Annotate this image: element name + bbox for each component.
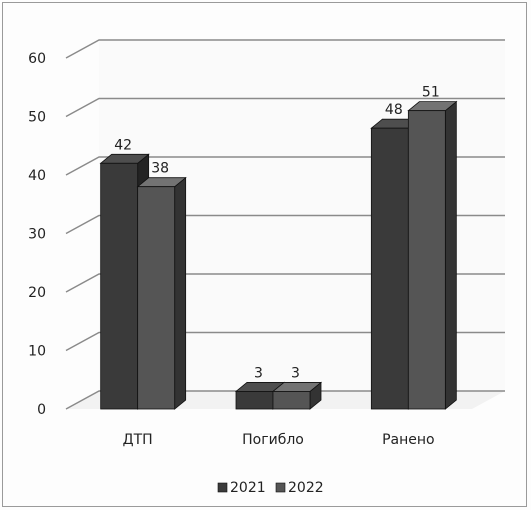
gridline [65,97,505,118]
data-label-2021-1: 3 [254,365,263,381]
data-label-2021-2: 48 [385,102,403,118]
x-axis-tick-labels: ДТП Погибло Ранено [123,432,435,448]
legend-label-2021: 2021 [230,480,266,496]
chart-border [2,2,527,507]
bar-2022-0 [137,186,176,410]
data-label-2022-2: 51 [422,85,440,101]
bar-side-2022-2 [444,100,457,410]
data-label-2021-0: 42 [114,137,132,153]
x-tick-label: ДТП [123,432,153,448]
gridline [65,156,505,176]
data-labels: 42 38 3 3 48 51 [114,85,439,382]
bar-2021-2 [370,127,409,410]
gridline [65,273,505,293]
bar-2022-1 [272,391,311,410]
y-tick-label: 60 [28,51,46,67]
y-tick-label: 40 [28,168,46,184]
y-tick-label: 30 [28,227,46,243]
data-label-2022-1: 3 [291,365,300,381]
bar-2022-2 [407,110,446,410]
legend-label-2022: 2022 [288,480,324,496]
x-tick-label: Ранено [382,432,435,448]
legend-swatch-2021 [217,482,228,493]
bar-2021-1 [235,391,274,410]
y-tick-label: 20 [28,285,46,301]
gridline [65,331,505,352]
bars [99,100,458,410]
x-tick-label: Погибло [242,432,304,448]
bar-side-2022-0 [174,176,187,410]
gridline [65,39,505,59]
data-label-2022-0: 38 [151,161,169,177]
gridline [65,214,505,235]
y-tick-label: 0 [37,402,46,418]
y-axis-tick-labels: 0 10 20 30 40 50 60 [28,51,46,418]
gridlines [65,39,505,410]
legend-swatch-2022 [275,482,286,493]
legend: 2021 2022 [217,480,324,496]
y-tick-label: 10 [28,344,46,360]
bar-2021-0 [100,162,139,410]
gridline [65,390,505,410]
y-tick-label: 50 [28,110,46,126]
